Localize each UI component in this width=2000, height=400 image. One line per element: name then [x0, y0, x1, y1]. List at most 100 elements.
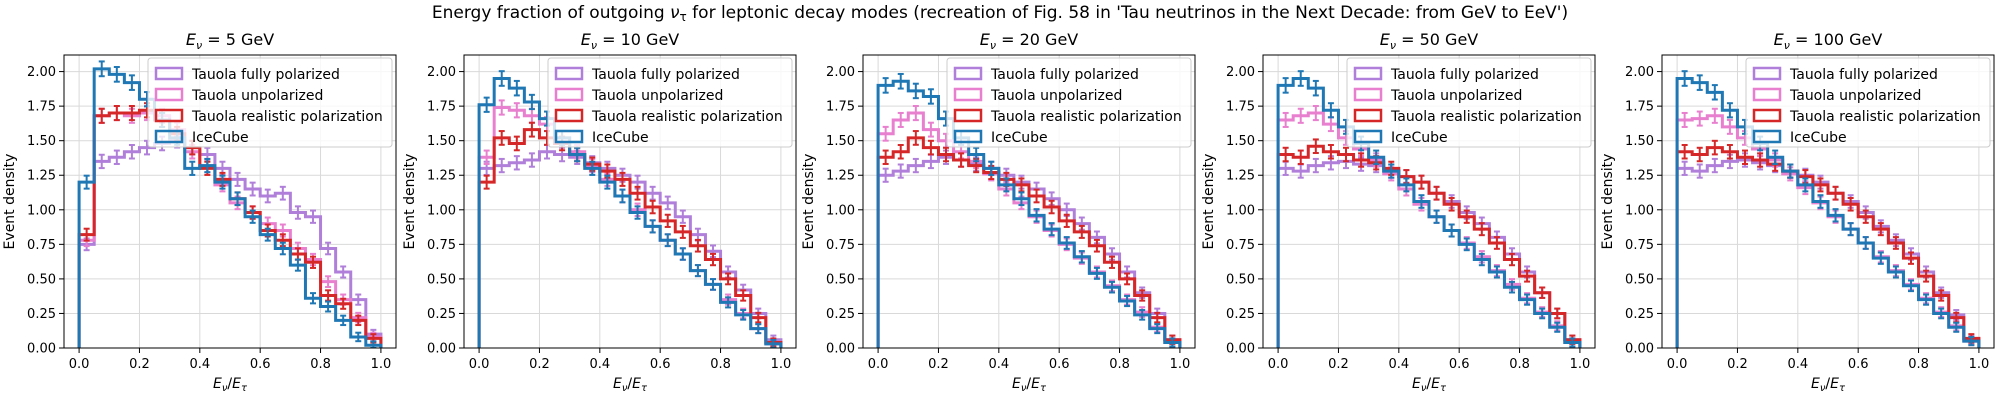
legend-swatch [554, 108, 584, 123]
legend-box [547, 57, 793, 148]
error-bar [1312, 138, 1319, 155]
error-bar [679, 247, 686, 261]
y-tick-label: 1.25 [826, 169, 855, 184]
legend-swatch [1353, 108, 1383, 123]
error-bar [249, 209, 256, 224]
error-bar [498, 157, 505, 174]
series-step-3 [477, 128, 783, 348]
y-tick-label: 1.75 [1226, 100, 1255, 115]
legend-item-1: Tauola fully polarized [1353, 66, 1539, 83]
panel-title: Eν = 50 GeV [1380, 30, 1479, 52]
legend: Tauola fully polarized Tauola unpolarized… [946, 57, 1192, 148]
histogram-series-group [477, 70, 783, 348]
error-bar [325, 275, 332, 289]
legend-label: Tauola fully polarized [1390, 67, 1539, 83]
suptitle-pre: Energy fraction of outgoing [431, 3, 671, 23]
y-axis-label: Event density [402, 154, 418, 250]
panel-title: Eν = 5 GeV [186, 30, 274, 52]
legend-item-1: Tauola fully polarized [154, 66, 340, 83]
error-bar [897, 143, 904, 160]
error-bar [1554, 307, 1561, 320]
x-tick-label: 0.2 [1727, 357, 1748, 372]
panel-1: Eν = 5 GeV 0.0 0.2 0.4 0.6 0.8 1.0 0.00 0.25 0.50… [2, 30, 397, 394]
error-bar [1817, 194, 1824, 209]
error-bar [634, 205, 641, 220]
y-tick-label: 1.00 [826, 203, 855, 218]
error-bar [1681, 70, 1688, 87]
x-tick-label: 0.8 [310, 357, 331, 372]
x-tick-label: 1.0 [771, 357, 792, 372]
error-bar [513, 135, 520, 152]
error-bar [1757, 152, 1764, 168]
y-tick-label: 0.00 [427, 342, 456, 357]
legend-swatch [1353, 129, 1383, 144]
legend-label: Tauola unpolarized [591, 88, 723, 104]
legend-swatch [953, 129, 983, 144]
error-bar [1312, 157, 1319, 174]
error-bar [1124, 272, 1131, 286]
error-bar [1938, 289, 1945, 302]
legend-swatch [1752, 87, 1782, 102]
legend-item-4: IceCube [554, 129, 649, 146]
error-bar [1862, 236, 1869, 250]
x-tick-label: 0.2 [1328, 357, 1349, 372]
y-tick-label: 1.25 [27, 169, 56, 184]
legend-label: Tauola unpolarized [1789, 88, 1921, 104]
legend-swatch [953, 66, 983, 81]
y-tick-label: 1.00 [427, 203, 456, 218]
error-bar [249, 181, 256, 197]
error-bar [1681, 111, 1688, 128]
series-step-4 [77, 67, 383, 348]
error-bar [1018, 177, 1025, 193]
x-tick-label: 0.8 [1109, 357, 1130, 372]
panel-title: Eν = 100 GeV [1774, 30, 1883, 52]
error-bar [1908, 251, 1914, 265]
error-bar [1953, 321, 1960, 333]
error-bar [340, 297, 347, 310]
axes-frame [862, 54, 1196, 349]
error-bar [1711, 157, 1718, 174]
error-bar [912, 104, 919, 122]
error-bar [1681, 160, 1688, 176]
y-axis-label: Event density [2, 154, 18, 250]
y-tick-label: 1.50 [427, 134, 456, 149]
error-bar [664, 195, 671, 211]
error-bar [234, 171, 241, 187]
suptitle-nu-subscript: τ [679, 10, 687, 24]
legend-label: Tauola fully polarized [990, 67, 1139, 83]
x-tick-label: 0.6 [650, 357, 671, 372]
error-bar [483, 149, 490, 165]
y-tick-label: 2.00 [1625, 65, 1654, 80]
error-bar [528, 152, 535, 168]
x-tick-label: 1.0 [1170, 357, 1191, 372]
axes-frame [1661, 54, 1995, 349]
y-tick-label: 0.50 [27, 272, 56, 287]
error-bar [710, 252, 716, 267]
error-bar [513, 79, 520, 97]
error-bar [1493, 236, 1500, 250]
y-axis-label: Event density [801, 154, 817, 250]
y-tick-label: 2.00 [427, 65, 456, 80]
error-bar [498, 70, 505, 87]
legend-swatch [554, 66, 584, 81]
error-bar [355, 331, 362, 343]
legend-box [147, 57, 393, 148]
panel-2: Eν = 10 GeV 0.0 0.2 0.4 0.6 0.8 1.0 0.00 0.25 0.5… [402, 30, 797, 394]
x-tick-label: 0.6 [1449, 357, 1470, 372]
error-bar [619, 171, 626, 187]
error-bar [264, 188, 271, 204]
error-bar [483, 96, 490, 113]
error-bar [1832, 208, 1839, 223]
error-bar [1297, 149, 1304, 165]
error-bar [1327, 143, 1334, 160]
y-tick-label: 2.00 [27, 65, 56, 80]
legend-label: Tauola realistic polarization [591, 109, 783, 125]
error-bar [98, 153, 105, 170]
error-bar [1726, 102, 1733, 119]
y-tick-label: 0.50 [427, 272, 456, 287]
error-bar [1726, 143, 1733, 160]
y-tick-label: 1.50 [826, 134, 855, 149]
error-bar [1892, 236, 1899, 250]
error-bar [1078, 224, 1085, 239]
